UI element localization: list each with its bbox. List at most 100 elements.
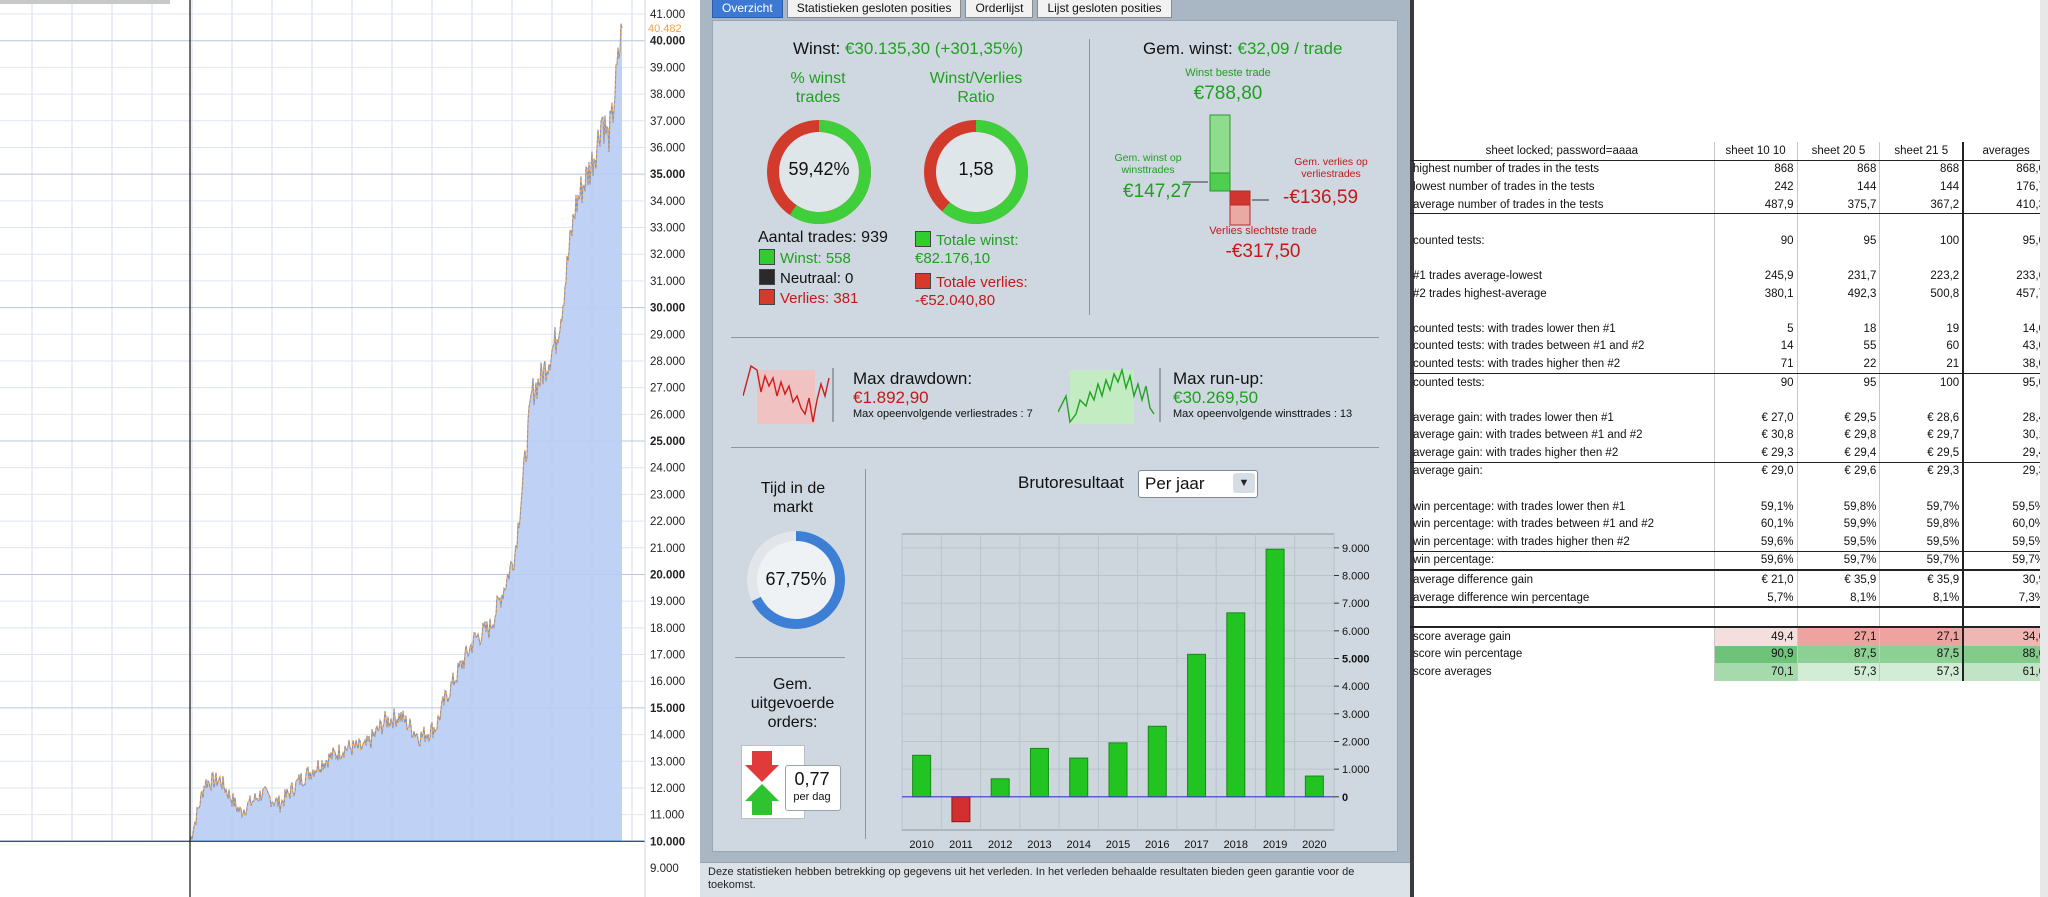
value-cell[interactable]: 245,9 bbox=[1713, 267, 1797, 285]
value-cell[interactable]: 19 bbox=[1879, 319, 1964, 338]
value-cell[interactable]: 70,1 bbox=[1713, 663, 1797, 681]
value-cell[interactable]: 95 bbox=[1796, 373, 1880, 392]
value-cell[interactable]: 30,1 bbox=[1962, 426, 2048, 445]
row-label-cell[interactable]: counted tests: with trades lower then #1 bbox=[1413, 322, 1616, 335]
row-label-cell[interactable]: win percentage: with trades higher then … bbox=[1410, 533, 1715, 552]
row-label-cell[interactable] bbox=[1410, 391, 1714, 409]
value-cell[interactable]: 95,0 bbox=[1962, 373, 2048, 392]
row-label-cell[interactable]: average difference gain bbox=[1413, 574, 1533, 587]
scrollbar[interactable] bbox=[2040, 0, 2048, 897]
value-cell[interactable] bbox=[1879, 480, 1964, 498]
value-cell[interactable]: 59,5% bbox=[1796, 533, 1880, 552]
value-cell[interactable] bbox=[1879, 391, 1964, 409]
value-cell[interactable]: 868,0 bbox=[1962, 160, 2048, 179]
value-cell[interactable]: 487,9 bbox=[1713, 195, 1797, 215]
value-cell[interactable]: 38,0 bbox=[1962, 355, 2048, 374]
value-cell[interactable]: € 29,0 bbox=[1713, 462, 1797, 481]
value-cell[interactable]: 30,9 bbox=[1962, 570, 2048, 589]
row-label-cell[interactable]: win percentage: with trades between #1 a… bbox=[1413, 518, 1655, 531]
value-cell[interactable]: 5 bbox=[1713, 319, 1797, 338]
value-cell[interactable]: 59,5% bbox=[1962, 533, 2048, 552]
value-cell[interactable]: 59,6% bbox=[1713, 551, 1797, 572]
value-cell[interactable]: 59,5% bbox=[1879, 533, 1964, 552]
value-cell[interactable]: 60 bbox=[1879, 337, 1964, 356]
value-cell[interactable] bbox=[1962, 249, 2048, 268]
value-cell[interactable]: 176,7 bbox=[1962, 178, 2048, 196]
value-cell[interactable] bbox=[1796, 213, 1880, 232]
value-cell[interactable] bbox=[1879, 213, 1964, 232]
equity-curve-chart[interactable]: 41.000 40.000 39.000 38.000 37.000 36.000 35.0… bbox=[0, 0, 700, 897]
value-cell[interactable] bbox=[1796, 302, 1880, 320]
value-cell[interactable]: 95,0 bbox=[1962, 231, 2048, 250]
row-label-cell[interactable] bbox=[1410, 250, 1714, 268]
value-cell[interactable]: 59,7% bbox=[1796, 551, 1880, 572]
value-cell[interactable]: € 29,5 bbox=[1796, 408, 1880, 427]
value-cell[interactable]: 49,4 bbox=[1713, 627, 1797, 646]
value-cell[interactable]: € 35,9 bbox=[1879, 570, 1964, 589]
value-cell[interactable]: 27,1 bbox=[1796, 627, 1880, 646]
value-cell[interactable]: € 29,3 bbox=[1879, 462, 1964, 481]
tab-overzicht[interactable]: Overzicht bbox=[712, 0, 783, 18]
value-cell[interactable] bbox=[1796, 480, 1880, 498]
value-cell[interactable]: 71 bbox=[1713, 355, 1797, 374]
value-cell[interactable]: 868 bbox=[1879, 160, 1964, 179]
value-cell[interactable]: 59,8% bbox=[1796, 497, 1880, 516]
row-label-cell[interactable]: score average gain bbox=[1413, 630, 1511, 643]
value-cell[interactable]: € 27,0 bbox=[1713, 408, 1797, 427]
value-cell[interactable]: € 29,3 bbox=[1713, 444, 1797, 463]
value-cell[interactable]: 8,1% bbox=[1879, 588, 1964, 609]
row-label-cell[interactable]: lowest number of trades in the tests bbox=[1413, 180, 1595, 193]
value-cell[interactable] bbox=[1962, 480, 2048, 498]
value-cell[interactable]: 18 bbox=[1796, 319, 1880, 338]
value-cell[interactable]: € 28,6 bbox=[1879, 408, 1964, 427]
value-cell[interactable]: 59,6% bbox=[1713, 533, 1797, 552]
value-cell[interactable]: 100 bbox=[1879, 373, 1964, 392]
value-cell[interactable] bbox=[1879, 302, 1964, 320]
period-select[interactable]: Per jaar ▼ bbox=[1138, 470, 1258, 498]
value-cell[interactable]: 28,4 bbox=[1962, 408, 2048, 427]
value-cell[interactable]: 367,2 bbox=[1879, 195, 1964, 215]
row-label-cell[interactable]: score averages bbox=[1413, 666, 1492, 679]
value-cell[interactable]: 457,7 bbox=[1962, 284, 2048, 303]
row-label-cell[interactable]: average number of trades in the tests bbox=[1410, 195, 1715, 215]
value-cell[interactable]: 233,6 bbox=[1962, 267, 2048, 285]
row-label-cell[interactable]: average gain: with trades higher then #2 bbox=[1410, 444, 1715, 463]
value-cell[interactable]: 242 bbox=[1713, 178, 1797, 196]
value-cell[interactable] bbox=[1713, 391, 1797, 409]
value-cell[interactable]: 231,7 bbox=[1796, 267, 1880, 285]
row-label-cell[interactable]: #1 trades average-lowest bbox=[1413, 269, 1543, 282]
value-cell[interactable]: € 29,4 bbox=[1796, 444, 1880, 463]
value-cell[interactable]: 87,5 bbox=[1879, 645, 1964, 664]
row-label-cell[interactable]: average gain: with trades lower then #1 bbox=[1413, 411, 1614, 424]
value-cell[interactable]: 59,7% bbox=[1879, 551, 1964, 572]
chevron-down-icon[interactable]: ▼ bbox=[1233, 473, 1255, 493]
value-cell[interactable]: 90 bbox=[1713, 231, 1797, 250]
value-cell[interactable] bbox=[1796, 391, 1880, 409]
value-cell[interactable]: 22 bbox=[1796, 355, 1880, 374]
value-cell[interactable]: 90 bbox=[1713, 373, 1797, 392]
row-label-cell[interactable] bbox=[1410, 480, 1714, 498]
value-cell[interactable]: € 29,6 bbox=[1796, 462, 1880, 481]
value-cell[interactable]: 60,1% bbox=[1713, 515, 1797, 534]
row-label-cell[interactable] bbox=[1410, 607, 1715, 629]
value-cell[interactable] bbox=[1879, 607, 1964, 629]
value-cell[interactable]: 57,3 bbox=[1879, 663, 1964, 681]
row-label-cell[interactable]: average difference win percentage bbox=[1410, 588, 1715, 609]
value-cell[interactable]: € 29,8 bbox=[1796, 426, 1880, 445]
value-cell[interactable]: 59,7% bbox=[1879, 497, 1964, 516]
value-cell[interactable]: 14,0 bbox=[1962, 319, 2048, 338]
value-cell[interactable]: 60,0% bbox=[1962, 515, 2048, 534]
value-cell[interactable]: 55 bbox=[1796, 337, 1880, 356]
value-cell[interactable]: 34,6 bbox=[1962, 627, 2048, 646]
value-cell[interactable]: 59,1% bbox=[1713, 497, 1797, 516]
score-spreadsheet[interactable]: sheet locked; password=aaaa sheet 10 10 sh… bbox=[1410, 142, 2048, 681]
value-cell[interactable]: 410,3 bbox=[1962, 195, 2048, 215]
header-cell[interactable]: sheet 20 5 bbox=[1796, 142, 1880, 161]
tab-orderlijst[interactable]: Orderlijst bbox=[965, 0, 1034, 18]
row-label-cell[interactable]: score win percentage bbox=[1413, 648, 1523, 661]
tab-statistieken-gesloten-posities[interactable]: Statistieken gesloten posities bbox=[786, 0, 962, 18]
header-cell[interactable]: averages bbox=[1962, 142, 2048, 161]
value-cell[interactable]: 95 bbox=[1796, 231, 1880, 250]
equity-curve-svg[interactable]: 41.000 40.000 39.000 38.000 37.000 36.000 35.0… bbox=[0, 0, 700, 897]
value-cell[interactable]: 868 bbox=[1796, 160, 1880, 179]
